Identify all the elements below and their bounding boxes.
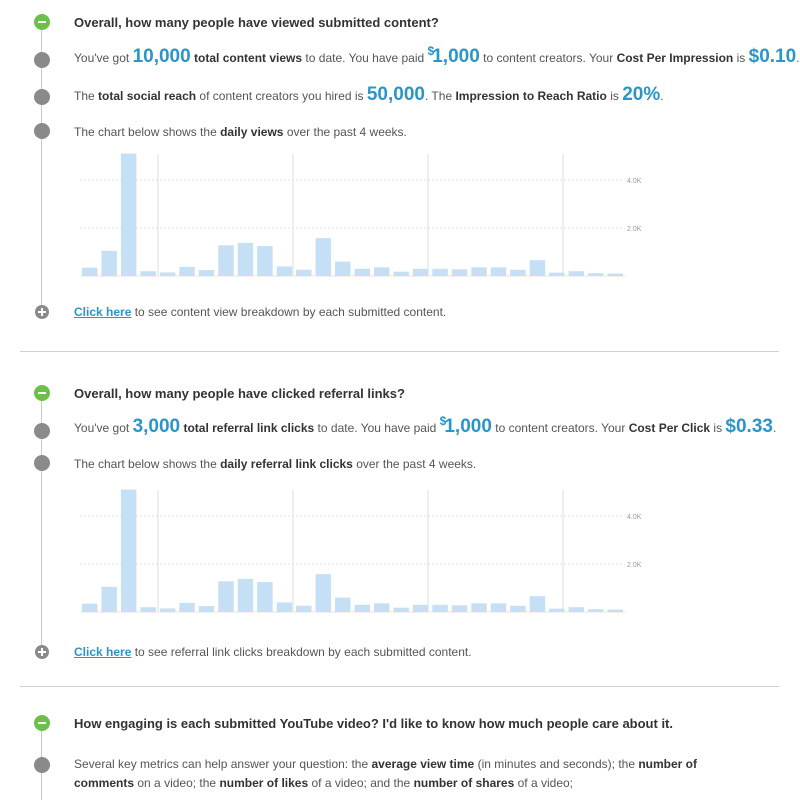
paid-value: 1,000: [444, 416, 492, 437]
clicks-chart-bar: [568, 607, 585, 612]
clicks-chart-bar: [296, 605, 312, 612]
views-chart-bar: [101, 250, 117, 276]
section-divider: [20, 686, 779, 687]
clicks-chart-bar: [490, 603, 507, 612]
clicks-chart-bar: [549, 608, 565, 612]
clicks-chart-bar: [529, 596, 546, 612]
total-views-value: 10,000: [132, 46, 191, 67]
views-chart-bar: [588, 273, 604, 276]
clicks-chart-bar: [354, 604, 370, 612]
timeline-dot: [34, 455, 50, 471]
views-chart-bar: [315, 238, 332, 276]
timeline-dot: [34, 89, 50, 105]
clicks-chart-bar: [276, 602, 293, 612]
views-chart-bar: [335, 261, 351, 276]
clicks-chart-bar: [120, 489, 137, 612]
clicks-chart-bar: [471, 603, 487, 612]
cpi-value: $0.10: [748, 46, 797, 67]
ratio-value: 20%: [622, 84, 661, 105]
clicks-chart-bar: [393, 607, 409, 612]
section-question: Overall, how many people have clicked re…: [74, 386, 405, 401]
chart-caption: The chart below shows the daily views ov…: [74, 125, 407, 139]
section-divider: [20, 351, 779, 352]
breakdown-link-row: Click here to see content view breakdown…: [74, 305, 447, 319]
clicks-chart-bar: [159, 608, 176, 612]
views-chart-bar: [510, 269, 526, 276]
timeline-line: [41, 28, 42, 314]
views-chart-bar: [549, 272, 565, 276]
collapse-icon[interactable]: [34, 715, 50, 731]
clicks-chart-bar: [179, 602, 195, 612]
clicks-chart-bar: [373, 603, 390, 612]
reach-value: 50,000: [366, 84, 425, 105]
collapse-icon[interactable]: [34, 14, 50, 30]
views-chart-bar: [354, 268, 370, 276]
collapse-icon[interactable]: [34, 385, 50, 401]
views-chart-y-tick-label: 4.0K: [627, 178, 642, 185]
views-chart-bar: [568, 271, 585, 276]
clicks-chart-bar: [82, 603, 98, 612]
views-chart-y-tick-label: 2.0K: [627, 226, 642, 233]
views-chart-bar: [412, 268, 429, 276]
timeline-dot: [34, 52, 50, 68]
clicks-chart-bar: [315, 574, 332, 612]
views-chart-bar: [120, 153, 137, 276]
views-chart-bar: [393, 271, 409, 276]
views-chart-bar: [490, 267, 507, 276]
views-summary: You've got 10,000 total content views to…: [74, 44, 800, 67]
views-chart-bar: [373, 267, 390, 276]
timeline-dot: [34, 123, 50, 139]
clicks-chart-bar: [412, 604, 429, 612]
expand-icon[interactable]: [35, 305, 49, 319]
views-chart-bar: [471, 267, 487, 276]
views-chart-bar: [82, 267, 98, 276]
views-chart-bar: [296, 269, 312, 276]
paid-value: 1,000: [432, 46, 480, 67]
expand-icon[interactable]: [35, 645, 49, 659]
views-breakdown-link[interactable]: Click here: [74, 305, 132, 319]
clicks-chart-bar: [432, 604, 448, 612]
views-chart-bar: [432, 268, 448, 276]
clicks-chart-bar: [140, 607, 156, 612]
section-question: How engaging is each submitted YouTube v…: [74, 716, 673, 731]
views-chart-bar: [198, 270, 215, 276]
views-chart-bar: [179, 266, 195, 276]
clicks-chart-y-tick-label: 2.0K: [627, 562, 642, 569]
clicks-breakdown-link[interactable]: Click here: [74, 645, 132, 659]
views-chart-bar: [451, 269, 468, 276]
clicks-chart-bar: [607, 609, 623, 612]
timeline-dot: [34, 757, 50, 773]
clicks-chart-bar: [237, 578, 254, 612]
clicks-chart-bar: [335, 597, 351, 612]
views-chart-bar: [218, 245, 234, 276]
clicks-chart-bar: [218, 581, 234, 612]
clicks-chart-bar: [451, 605, 468, 612]
clicks-chart-y-tick-label: 4.0K: [627, 514, 642, 521]
clicks-chart-bar: [101, 586, 117, 612]
timeline-dot: [34, 423, 50, 439]
total-clicks-value: 3,000: [132, 416, 181, 437]
views-chart-bar: [529, 260, 546, 276]
views-chart-bar: [607, 273, 623, 276]
clicks-chart-bar: [257, 582, 273, 612]
clicks-chart-bar: [198, 606, 215, 612]
views-chart-bar: [276, 266, 293, 276]
views-chart-bar: [257, 246, 273, 276]
chart-caption: The chart below shows the daily referral…: [74, 457, 477, 471]
engagement-description: Several key metrics can help answer your…: [74, 757, 698, 790]
breakdown-link-row: Click here to see referral link clicks b…: [74, 645, 472, 659]
views-chart-bar: [159, 272, 176, 276]
views-chart-bar: [237, 242, 254, 276]
reach-summary: The total social reach of content creato…: [74, 84, 664, 105]
clicks-summary: You've got 3,000 total referral link cli…: [74, 414, 777, 437]
views-chart-bar: [140, 271, 156, 276]
clicks-chart-bar: [510, 605, 526, 612]
timeline-line: [41, 392, 42, 654]
section-question: Overall, how many people have viewed sub…: [74, 15, 439, 30]
cpc-value: $0.33: [725, 416, 773, 437]
clicks-chart-bar: [588, 609, 604, 612]
